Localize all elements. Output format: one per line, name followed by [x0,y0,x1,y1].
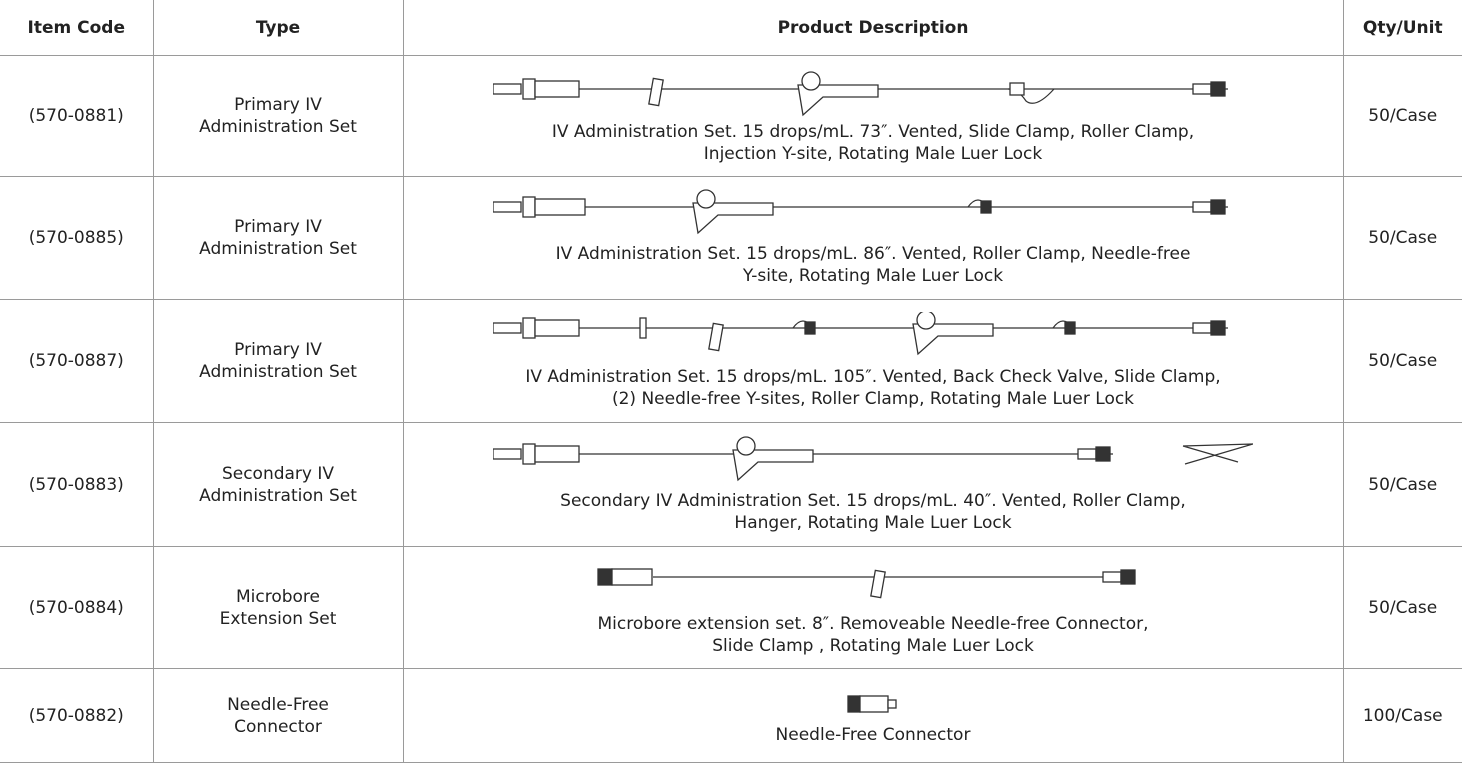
device-illustration [493,189,1228,235]
qty: 50/Case [1342,55,1462,177]
description-line: Needle-Free Connector [775,724,971,745]
type-line: Needle-Free [227,694,329,715]
type-line: Primary IV [234,340,322,360]
description: Needle-Free Connector [402,668,1344,763]
header-cell: Type [152,0,404,56]
header-row: Item Code Type Product Description Qty/U… [0,0,1462,56]
header-cell: Qty/Unit [1342,0,1462,56]
description-line: Slide Clamp , Rotating Male Luer Lock [712,635,1034,656]
type-line: Extension Set [219,608,337,629]
description-line: Secondary IV Administration Set. 15 drop… [560,490,1186,511]
description-line: IV Administration Set. 15 drops/mL. 73″.… [551,122,1195,142]
row: (570-0884) Microbore Extension Set Microb… [0,546,1462,669]
type-line: Connector [234,716,322,737]
type: Primary IV Administration Set [152,55,404,177]
device-illustration [597,567,1136,598]
description: Microbore extension set. 8″. Removeable … [402,546,1344,669]
row: (570-0882) Needle-Free Connector Needle-F… [0,668,1462,763]
row: (570-0885) Primary IV Administration Set … [0,176,1462,300]
item-code: (570-0884) [0,546,154,669]
item-code: (570-0881) [0,55,154,177]
description: IV Administration Set. 15 drops/mL. 73″.… [402,55,1344,177]
device-illustration [847,694,897,713]
device-illustration [493,312,1228,356]
description-line: Injection Y-site, Rotating Male Luer Loc… [703,144,1043,164]
row: (570-0881) Primary IV Administration Set … [0,55,1462,177]
row: (570-0883) Secondary IV Administration Se… [0,422,1462,547]
type: Microbore Extension Set [152,546,404,669]
item-code: (570-0887) [0,299,154,423]
description-line: IV Administration Set. 15 drops/mL. 86″.… [555,244,1191,264]
type-line: Administration Set [199,485,357,506]
type-line: Administration Set [199,117,357,137]
description-line: (2) Needle-free Y-sites, Roller Clamp, R… [611,389,1135,409]
qty: 100/Case [1342,668,1462,763]
qty: 50/Case [1342,546,1462,669]
type: Needle-Free Connector [152,668,404,763]
qty: 50/Case [1342,176,1462,300]
header-cell: Product Description [402,0,1344,56]
header-cell: Item Code [0,0,154,56]
type-line: Primary IV [234,95,322,115]
type: Primary IV Administration Set [152,299,404,423]
item-code: (570-0885) [0,176,154,300]
type-line: Administration Set [199,239,357,259]
item-code: (570-0882) [0,668,154,763]
type-line: Primary IV [234,217,322,237]
type-line: Secondary IV [221,463,335,484]
device-illustration [493,71,1228,117]
qty: 50/Case [1342,422,1462,547]
type: Primary IV Administration Set [152,176,404,300]
description: Secondary IV Administration Set. 15 drop… [402,422,1344,547]
description-line: Hanger, Rotating Male Luer Lock [734,512,1012,533]
description-line: IV Administration Set. 15 drops/mL. 105″… [525,367,1221,387]
type: Secondary IV Administration Set [152,422,404,547]
type-line: Microbore [235,586,321,607]
device-illustration [493,435,1253,481]
description: IV Administration Set. 15 drops/mL. 86″.… [402,176,1344,300]
row: (570-0887) Primary IV Administration Set … [0,299,1462,423]
description-line: Microbore extension set. 8″. Removeable … [597,613,1149,634]
qty: 50/Case [1342,299,1462,423]
description-line: Y-site, Rotating Male Luer Lock [742,266,1004,286]
item-code: (570-0883) [0,422,154,547]
type-line: Administration Set [199,362,357,382]
description: IV Administration Set. 15 drops/mL. 105″… [402,299,1344,423]
